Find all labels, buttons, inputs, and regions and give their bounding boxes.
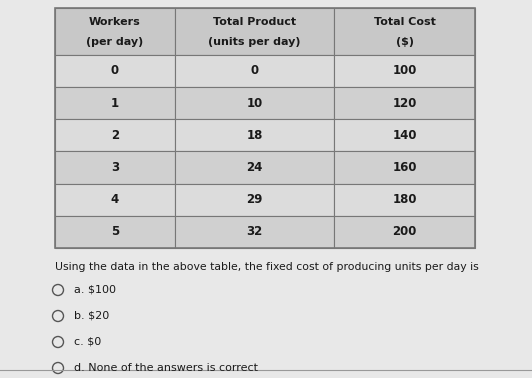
Bar [55, 119, 174, 152]
Bar [55, 184, 174, 216]
Text: b. $20: b. $20 [74, 311, 109, 321]
Text: 0: 0 [251, 64, 259, 77]
Text: ($): ($) [396, 37, 414, 47]
Bar [334, 8, 475, 55]
Text: 1: 1 [111, 97, 119, 110]
Text: a. $100: a. $100 [74, 285, 116, 295]
Text: 0: 0 [111, 64, 119, 77]
Text: d. None of the answers is correct: d. None of the answers is correct [74, 363, 258, 373]
Bar [334, 152, 475, 184]
Text: 2: 2 [111, 129, 119, 142]
Bar [55, 216, 174, 248]
Text: Total Cost: Total Cost [373, 17, 436, 27]
Text: 160: 160 [393, 161, 417, 174]
Text: (units per day): (units per day) [208, 37, 301, 47]
Text: 3: 3 [111, 161, 119, 174]
Bar [55, 8, 174, 55]
Bar [174, 87, 334, 119]
Bar [174, 184, 334, 216]
Bar [334, 216, 475, 248]
Text: 140: 140 [393, 129, 417, 142]
Bar [174, 216, 334, 248]
Text: c. $0: c. $0 [74, 337, 101, 347]
Bar [55, 87, 174, 119]
Text: Using the data in the above table, the fixed cost of producing units per day is: Using the data in the above table, the f… [55, 262, 479, 272]
Text: 120: 120 [393, 97, 417, 110]
Bar [55, 8, 475, 248]
Text: 18: 18 [246, 129, 263, 142]
Text: 32: 32 [246, 225, 263, 239]
Bar [334, 119, 475, 152]
Text: 180: 180 [393, 193, 417, 206]
Text: 4: 4 [111, 193, 119, 206]
Text: 10: 10 [246, 97, 263, 110]
Bar [174, 152, 334, 184]
Bar [334, 87, 475, 119]
Text: 200: 200 [393, 225, 417, 239]
Bar [55, 152, 174, 184]
Bar [174, 119, 334, 152]
Text: 24: 24 [246, 161, 263, 174]
Bar [334, 184, 475, 216]
Text: 5: 5 [111, 225, 119, 239]
Bar [334, 55, 475, 87]
Text: (per day): (per day) [86, 37, 144, 47]
Text: Total Product: Total Product [213, 17, 296, 27]
Text: Workers: Workers [89, 17, 141, 27]
Text: 29: 29 [246, 193, 263, 206]
Bar [55, 55, 174, 87]
Text: 100: 100 [393, 64, 417, 77]
Bar [174, 55, 334, 87]
Bar [174, 8, 334, 55]
